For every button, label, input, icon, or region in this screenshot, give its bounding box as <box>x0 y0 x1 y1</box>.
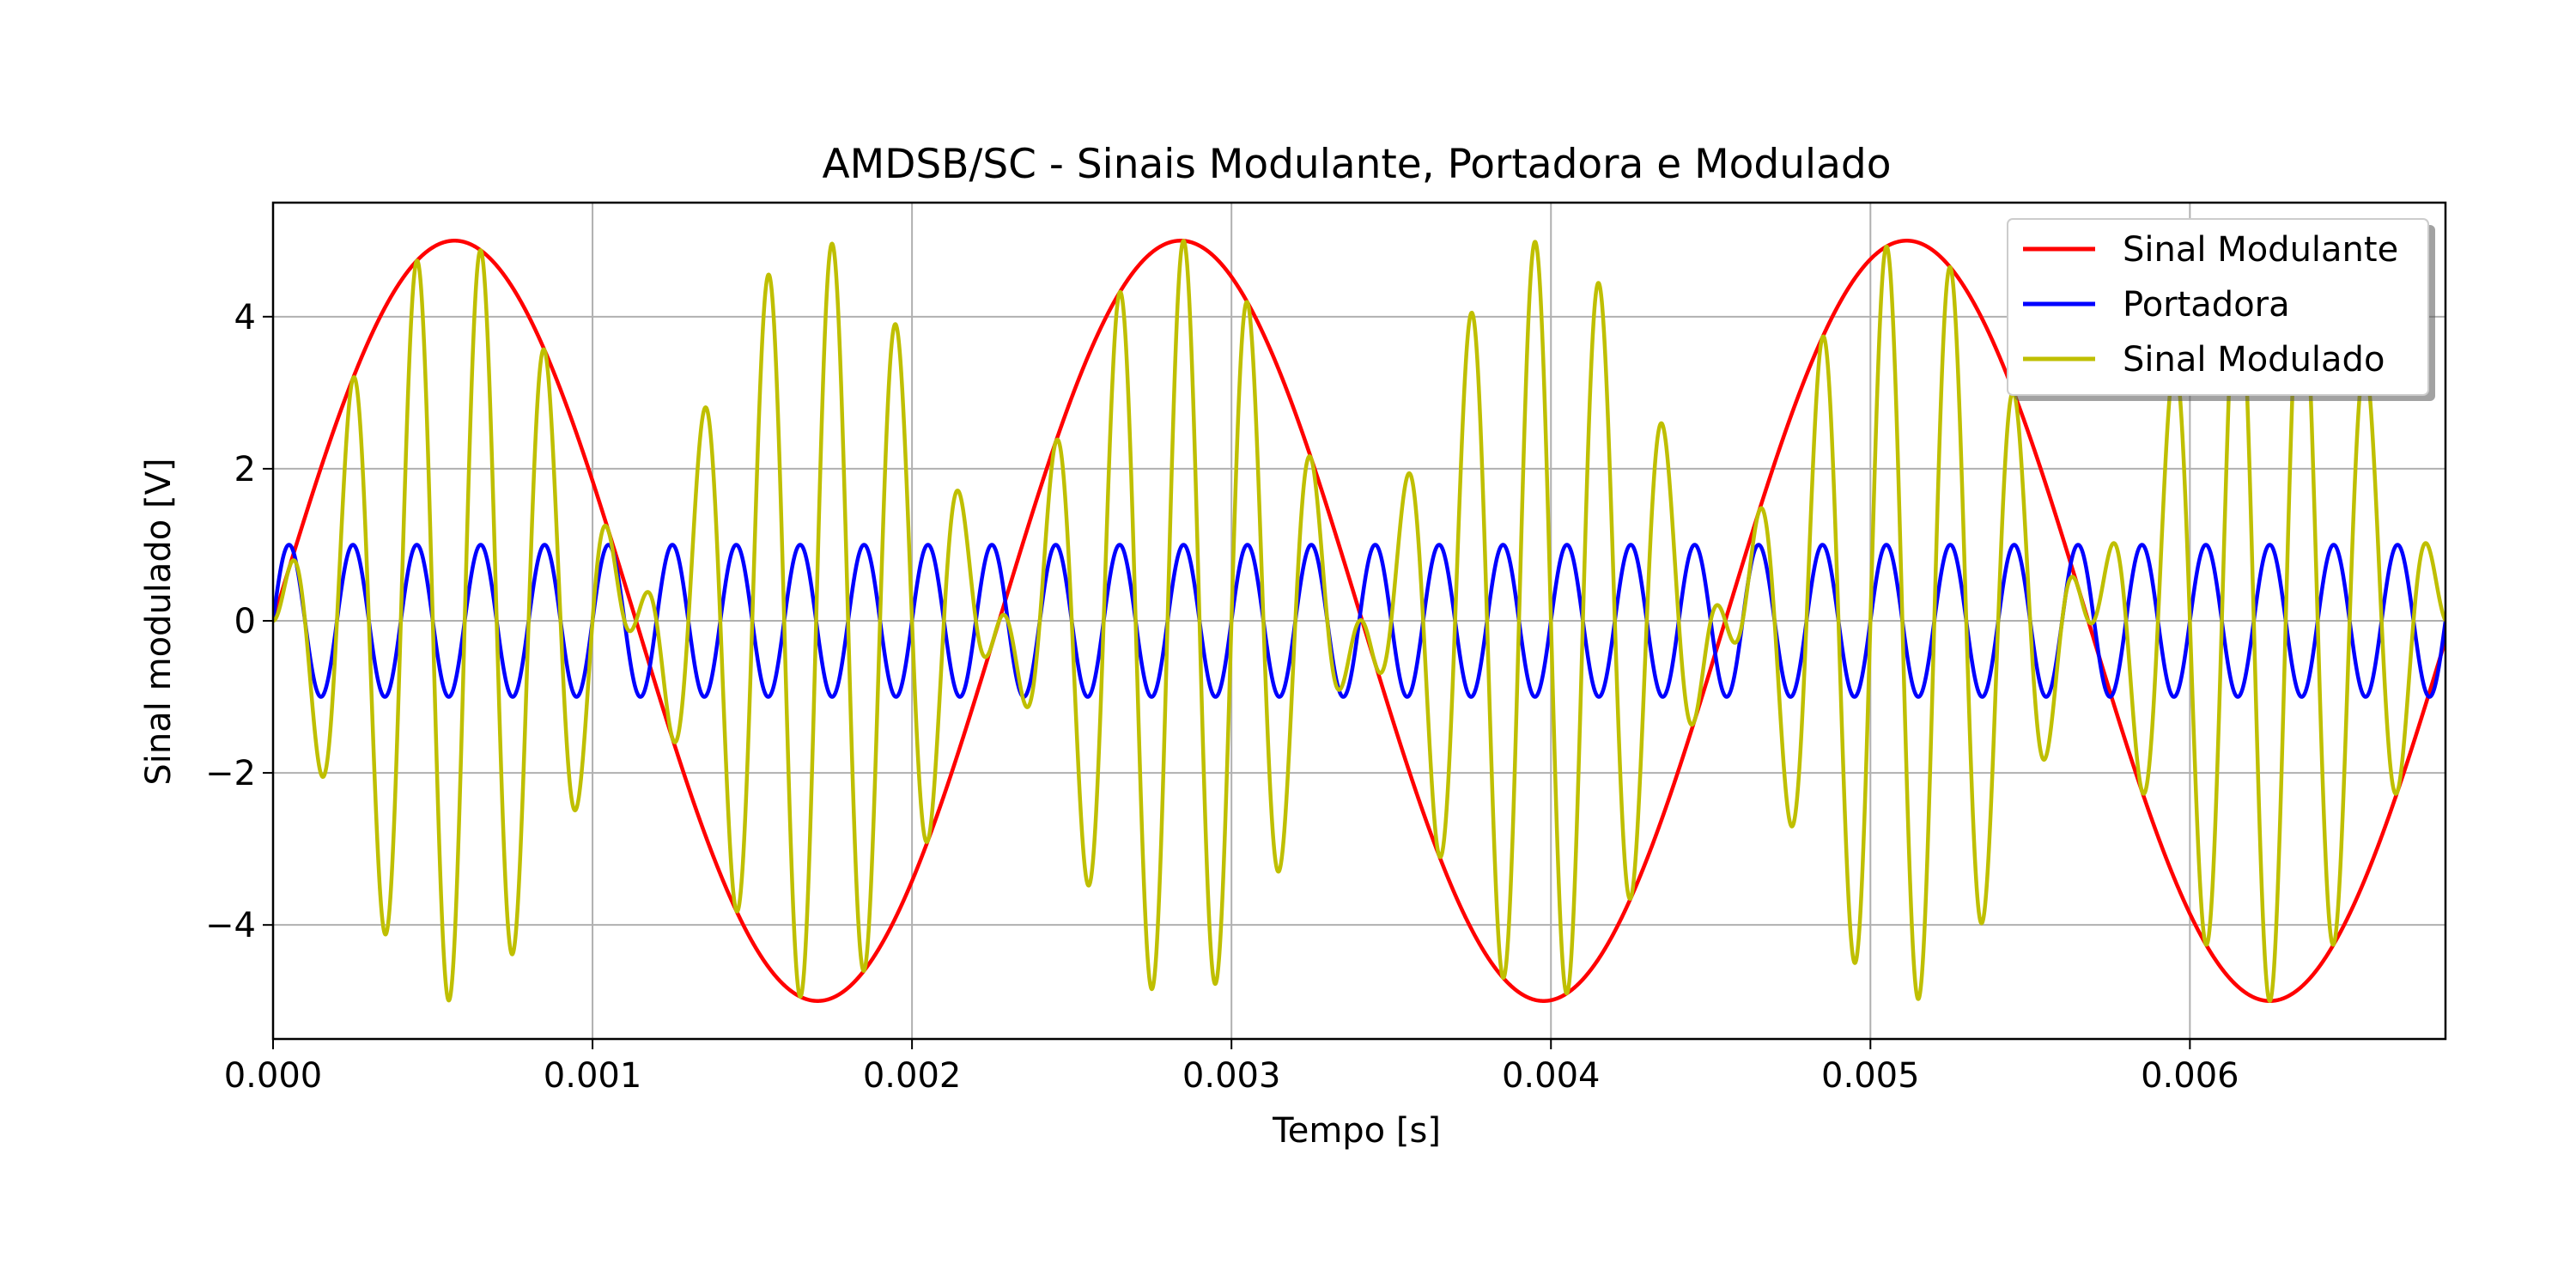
x-tick-label: 0.006 <box>2141 1056 2239 1096</box>
legend-label: Sinal Modulado <box>2123 340 2385 380</box>
series-line-sinal-modulado <box>273 239 2445 1003</box>
legend: Sinal Modulante Portadora Sinal Modulado <box>2007 218 2435 401</box>
y-axis-ticks: −4 −2 0 2 4 <box>205 298 273 945</box>
y-axis-label: Sinal modulado [V] <box>139 458 179 785</box>
y-tick-label: −2 <box>205 754 256 793</box>
y-tick-label: 2 <box>234 450 256 489</box>
x-tick-label: 0.005 <box>1821 1056 1920 1096</box>
x-tick-label: 0.003 <box>1182 1056 1281 1096</box>
y-tick-label: −4 <box>205 906 256 945</box>
x-tick-label: 0.002 <box>863 1056 962 1096</box>
x-tick-label: 0.000 <box>224 1056 323 1096</box>
y-tick-label: 4 <box>234 298 256 337</box>
x-axis-label: Tempo [s] <box>1272 1111 1441 1151</box>
x-axis-ticks: 0.000 0.001 0.002 0.003 0.004 0.005 0.006 <box>224 1039 2239 1096</box>
x-tick-label: 0.001 <box>544 1056 642 1096</box>
chart-title: AMDSB/SC - Sinais Modulante, Portadora e… <box>823 141 1892 188</box>
legend-box <box>2007 218 2429 396</box>
legend-label: Portadora <box>2123 285 2290 325</box>
x-tick-label: 0.004 <box>1502 1056 1601 1096</box>
y-tick-label: 0 <box>234 602 256 641</box>
legend-label: Sinal Modulante <box>2123 230 2398 270</box>
series-lines <box>273 239 2445 1003</box>
